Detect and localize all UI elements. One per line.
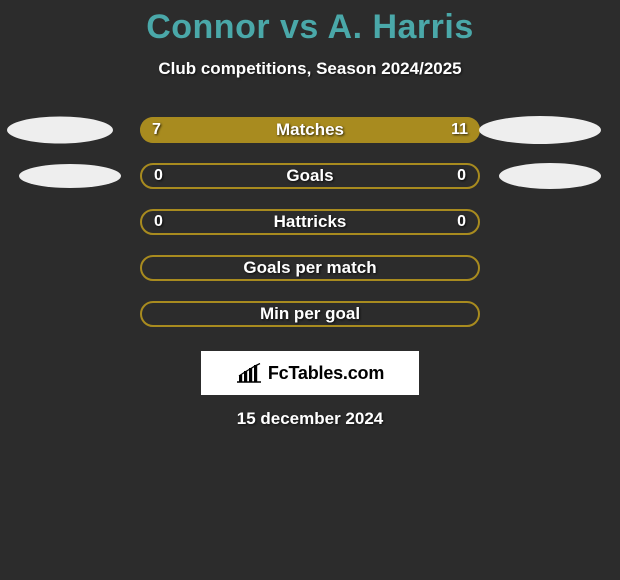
stat-bar: Min per goal bbox=[140, 301, 480, 327]
stat-row: Goals0 0 bbox=[0, 153, 620, 199]
stat-bar: Hattricks0 0 bbox=[140, 209, 480, 235]
stat-label: Min per goal bbox=[142, 304, 478, 324]
left-player-ellipse bbox=[7, 117, 113, 144]
stat-row: Min per goal bbox=[0, 291, 620, 337]
stat-value-left: 0 bbox=[142, 211, 175, 233]
stat-value-right: 0 bbox=[445, 211, 478, 233]
comparison-card: Connor vs A. Harris Club competitions, S… bbox=[0, 0, 620, 580]
brand-text: FcTables.com bbox=[268, 363, 384, 384]
stat-row: Goals per match bbox=[0, 245, 620, 291]
stat-label: Goals bbox=[142, 166, 478, 186]
stat-row: Hattricks0 0 bbox=[0, 199, 620, 245]
stats-section: Matches711Goals00Hattricks00Goals per ma… bbox=[0, 107, 620, 337]
stat-label: Goals per match bbox=[142, 258, 478, 278]
date-label: 15 december 2024 bbox=[0, 409, 620, 429]
stat-value-left: 0 bbox=[142, 165, 175, 187]
left-player-ellipse bbox=[19, 164, 121, 188]
right-player-ellipse bbox=[479, 116, 601, 144]
right-player-ellipse bbox=[499, 163, 601, 189]
stat-bar: Matches711 bbox=[140, 117, 480, 143]
stat-value-right: 0 bbox=[445, 165, 478, 187]
bar-chart-icon bbox=[236, 363, 262, 383]
page-title: Connor vs A. Harris bbox=[0, 8, 620, 47]
brand-logo: FcTables.com bbox=[201, 351, 419, 395]
stat-bar: Goals per match bbox=[140, 255, 480, 281]
subtitle: Club competitions, Season 2024/2025 bbox=[0, 59, 620, 79]
stat-bar: Goals0 0 bbox=[140, 163, 480, 189]
stat-value-right: 11 bbox=[439, 117, 480, 143]
stat-row: Matches711 bbox=[0, 107, 620, 153]
stat-label: Hattricks bbox=[142, 212, 478, 232]
stat-value-left: 7 bbox=[140, 117, 173, 143]
